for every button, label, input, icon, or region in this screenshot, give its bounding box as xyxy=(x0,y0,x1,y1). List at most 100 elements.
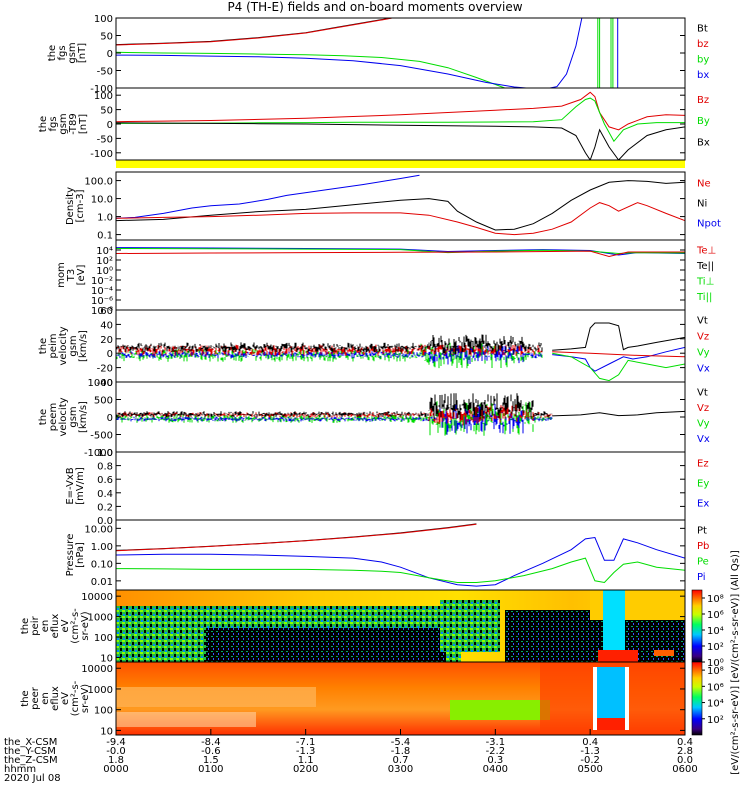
panel-moms-series-Ti xyxy=(116,247,685,256)
ylabel-line: (cm²-s- xyxy=(70,680,81,716)
legend-density-entry: Npot xyxy=(697,219,721,230)
ylabel-line: eV xyxy=(60,619,71,632)
y-tick-label: 40 xyxy=(100,320,113,331)
time-axis-value: 0.4 xyxy=(582,737,598,748)
legend-pressure-entry: Pb xyxy=(697,541,709,552)
panel-fgs_gsm-plot-area xyxy=(116,18,619,88)
ylabel-line: [km/s] xyxy=(78,330,89,362)
peir-low-energy-orange xyxy=(654,650,674,656)
ylabel-line: en xyxy=(40,692,51,705)
colorbar-unit-label: [eV/(cm²-s-sr-eV)] [eV/(cm²-s-sr-eV)] (A… xyxy=(730,550,741,775)
time-axis-value: 0.3 xyxy=(487,755,503,766)
y-tick-label: 10⁴ xyxy=(96,246,113,257)
panel-fgs_gsm-series-by-spikes xyxy=(597,18,614,88)
y-tick-label: 100 xyxy=(94,633,113,644)
panel-density: 100.0 10.0 1.0 0.1 Density [cm-3] Ne Ni Npot xyxy=(65,171,721,242)
legend-moms-entry: Te⊥ xyxy=(696,245,716,256)
time-axis-value: -5.4 xyxy=(391,737,411,748)
panel-density-plot-area xyxy=(116,174,685,236)
peem-vt-noise xyxy=(116,393,553,420)
legend-pressure-entry: Pt xyxy=(697,525,707,536)
legend-peim_velocity-entry: Vy xyxy=(697,348,710,359)
ylabel-line: Pressure xyxy=(65,534,76,577)
panel-pressure-series-Pt xyxy=(116,523,477,551)
ylabel-line: en xyxy=(40,620,51,633)
panel-pressure-series-Pb xyxy=(116,523,477,552)
y-tick-label: 1000 xyxy=(88,378,113,389)
peir-cusp-band xyxy=(603,590,625,652)
panel-pressure-ylabel: Pressure [nPa] xyxy=(65,534,86,577)
legend-fgs_gsm_t89-entry: Bz xyxy=(697,95,709,106)
y-tick-label: -100 xyxy=(90,149,113,160)
panel-moms-frame xyxy=(115,239,686,311)
panel-peer_spectrogram: 10⁸ 10⁶ 10⁴ 10² 10000 1000 100 10 the peer en eflux… xyxy=(20,661,724,737)
panel-fgs_gsm_t89-ylabel: the fgs gsm -T89 [nT] xyxy=(38,113,89,135)
time-axis-row-label: the_Y-CSM xyxy=(4,746,56,757)
time-axis-value: -0.0 xyxy=(106,746,126,757)
ylabel-line: eV xyxy=(60,692,71,705)
panel-fgs_gsm-ylabel: the fgs gsm [nT] xyxy=(47,42,88,63)
ylabel-line: E=-VxB xyxy=(65,467,76,504)
colorbar-unit-text: [eV/(cm²-s-sr-eV)] [eV/(cm²-s-sr-eV)] (A… xyxy=(730,550,741,775)
time-axis-date: 2020 Jul 08 xyxy=(4,773,61,784)
colorbar-tick-label: 10⁴ xyxy=(707,626,724,637)
ylabel-line: [nT] xyxy=(78,114,89,134)
y-tick-label: 0 xyxy=(107,49,113,60)
ylabel-line: gsm xyxy=(58,113,69,134)
panel-pressure: 10.00 1.00 0.10 0.01 Pressure [nPa] Pt Pb Pe Pi xyxy=(65,519,709,591)
peir-low-energy-red xyxy=(598,650,638,662)
y-tick-label: 100.0 xyxy=(84,177,113,188)
panel-fgs_gsm-series-Bt xyxy=(116,18,394,46)
y-tick-label: 50 xyxy=(100,106,113,117)
panel-density-frame xyxy=(115,171,686,241)
ylabel-line: [nPa] xyxy=(75,542,86,568)
time-axis-value: -3.1 xyxy=(486,737,506,748)
panel-peer_spectrogram-plot-area xyxy=(116,662,685,735)
y-tick-label: 0.01 xyxy=(91,577,113,588)
colorbar-tick-label: 10⁶ xyxy=(707,610,724,621)
ylabel-line: [eV] xyxy=(76,265,87,286)
y-tick-label: 500 xyxy=(94,396,113,407)
ylabel-line: eflux xyxy=(50,614,61,639)
ylabel-line: peem xyxy=(48,403,59,431)
legend-moms-entry: Ti|| xyxy=(696,292,712,303)
panel-fgs_gsm-series-bx xyxy=(116,18,583,88)
time-axis-value: -1.8 xyxy=(391,746,411,757)
legend-fgs_gsm_t89-entry: Bx xyxy=(697,138,710,149)
ylabel-line: gsm xyxy=(68,335,79,356)
y-tick-label: -20 xyxy=(97,364,113,375)
legend-pressure-entry: Pe xyxy=(697,556,709,567)
legend-density-entry: Ne xyxy=(697,179,711,190)
ylabel-line: -T89 xyxy=(68,113,79,135)
ylabel-line: gsm xyxy=(68,406,79,427)
y-tick-label: 10 xyxy=(100,726,113,737)
ylabel-line: the xyxy=(20,690,31,706)
legend-fgs_gsm-entry: Bt xyxy=(697,23,708,34)
panel-fgs_gsm_t89-series-By xyxy=(116,97,685,143)
y-tick-label: 50 xyxy=(100,32,113,43)
ylabel-line: eflux xyxy=(50,686,61,711)
y-tick-label: 0 xyxy=(107,413,113,424)
time-axis-value: 0200 xyxy=(293,764,318,775)
ylabel-line: gsm xyxy=(67,42,78,63)
time-axis-value: 0.7 xyxy=(393,755,409,766)
panel-density-series-Npot xyxy=(116,174,420,219)
panel-efield: 1.0 0.8 0.6 0.4 0.2 0.0 E=-VxB [mV/m] Ez Ey Ex xyxy=(65,448,709,527)
y-tick-label: -100 xyxy=(90,84,113,95)
y-tick-label: 100 xyxy=(94,14,113,25)
panel-pressure-frame xyxy=(115,519,686,591)
ylabel-line: fgs xyxy=(57,45,68,60)
panel-density-ylabel: Density [cm-3] xyxy=(65,187,86,225)
time-axis-value: 2.8 xyxy=(677,746,693,757)
page-title: P4 (TH-E) fields and on-board moments ov… xyxy=(227,0,523,14)
panel-peim_velocity-plot-area xyxy=(116,322,685,382)
panel-peem_velocity-plot-area xyxy=(116,393,685,436)
time-axis-row-label: the_X-CSM xyxy=(4,737,57,748)
time-axis-value: -1.3 xyxy=(296,746,316,757)
colorbar-tick-label: 10² xyxy=(707,715,724,726)
peer-cusp-band xyxy=(597,667,625,718)
y-tick-label: 10² xyxy=(96,256,113,267)
y-tick-label: 10000 xyxy=(81,592,113,603)
